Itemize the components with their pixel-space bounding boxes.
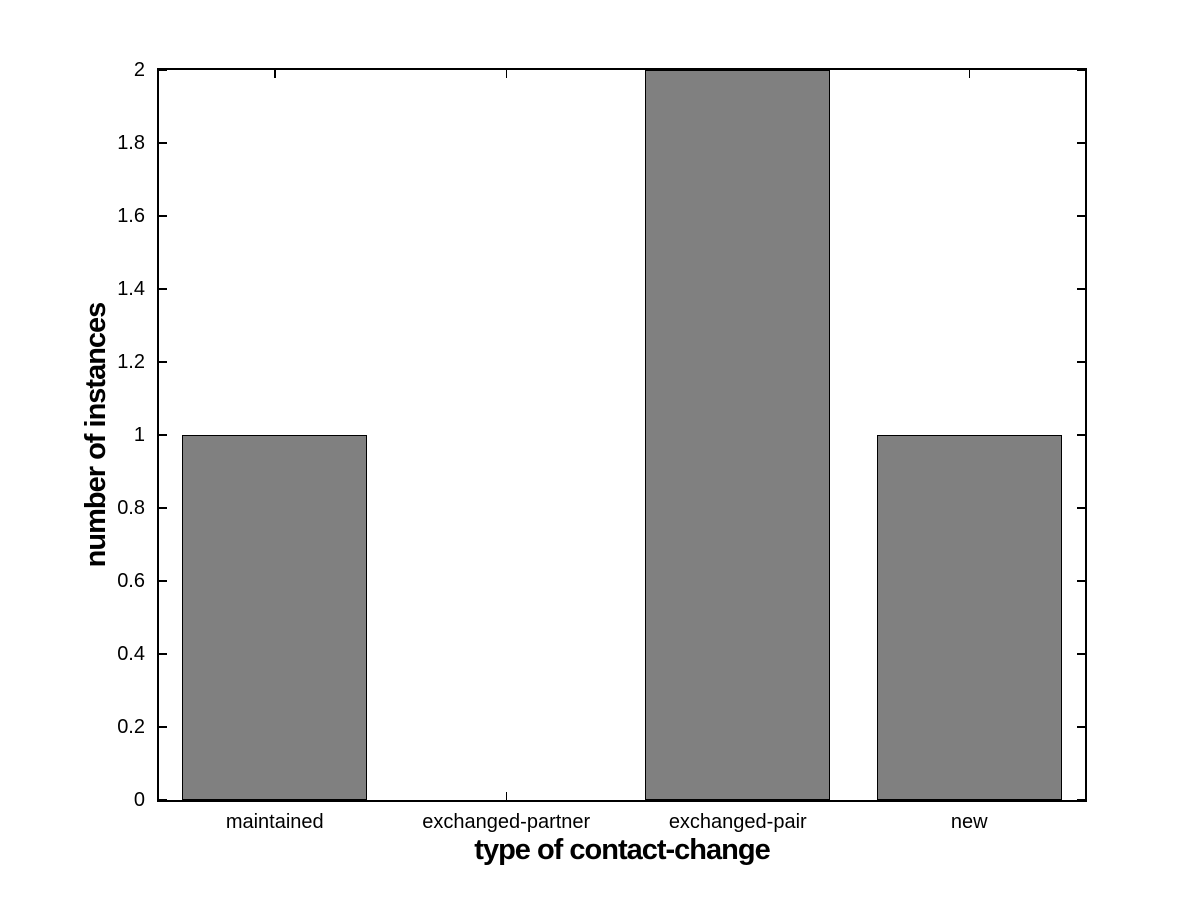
x-tick-top [274, 70, 276, 78]
y-tick-right [1077, 288, 1085, 290]
y-tick-left [159, 799, 167, 801]
y-tick-left [159, 580, 167, 582]
x-tick-label-new: new [950, 811, 988, 833]
y-tick-right [1077, 653, 1085, 655]
x-axis-label: type of contact-change [474, 834, 770, 866]
y-tick-left [159, 215, 167, 217]
y-tick-right [1077, 507, 1085, 509]
y-tick-label: 1.2 [117, 351, 145, 373]
y-tick-right [1077, 434, 1085, 436]
x-tick-top [968, 70, 970, 78]
y-tick-right [1077, 69, 1085, 71]
y-tick-left [159, 288, 167, 290]
y-tick-right [1077, 726, 1085, 728]
x-tick-label-maintained: maintained [225, 811, 324, 833]
y-tick-right [1077, 215, 1085, 217]
x-tick-top [505, 70, 507, 78]
plot-area [157, 68, 1087, 802]
y-tick-left [159, 434, 167, 436]
bar-exchanged-pair [645, 70, 831, 800]
x-tick-label-exchanged-pair: exchanged-pair [668, 811, 807, 833]
y-tick-left [159, 726, 167, 728]
y-tick-label: 1.4 [117, 278, 145, 300]
y-tick-label: 0.4 [117, 643, 145, 665]
y-tick-right [1077, 580, 1085, 582]
y-tick-label: 0.6 [117, 570, 145, 592]
y-tick-label: 1 [133, 424, 145, 446]
y-tick-label: 2 [133, 59, 145, 81]
y-tick-right [1077, 361, 1085, 363]
y-tick-left [159, 361, 167, 363]
y-tick-left [159, 69, 167, 71]
bar-maintained [182, 435, 368, 800]
y-tick-label: 0.2 [117, 716, 145, 738]
y-tick-left [159, 142, 167, 144]
x-tick-label-exchanged-partner: exchanged-partner [422, 811, 591, 833]
y-tick-left [159, 507, 167, 509]
y-tick-label: 1.8 [117, 132, 145, 154]
y-tick-label: 0.8 [117, 497, 145, 519]
y-tick-right [1077, 799, 1085, 801]
y-tick-label: 0 [133, 789, 145, 811]
bars-layer [159, 70, 1085, 800]
y-tick-left [159, 653, 167, 655]
y-tick-label: 1.6 [117, 205, 145, 227]
bar-new [876, 435, 1062, 800]
axis-ticks-layer [159, 69, 1085, 801]
y-tick-right [1077, 142, 1085, 144]
x-tick-bottom [505, 792, 507, 800]
